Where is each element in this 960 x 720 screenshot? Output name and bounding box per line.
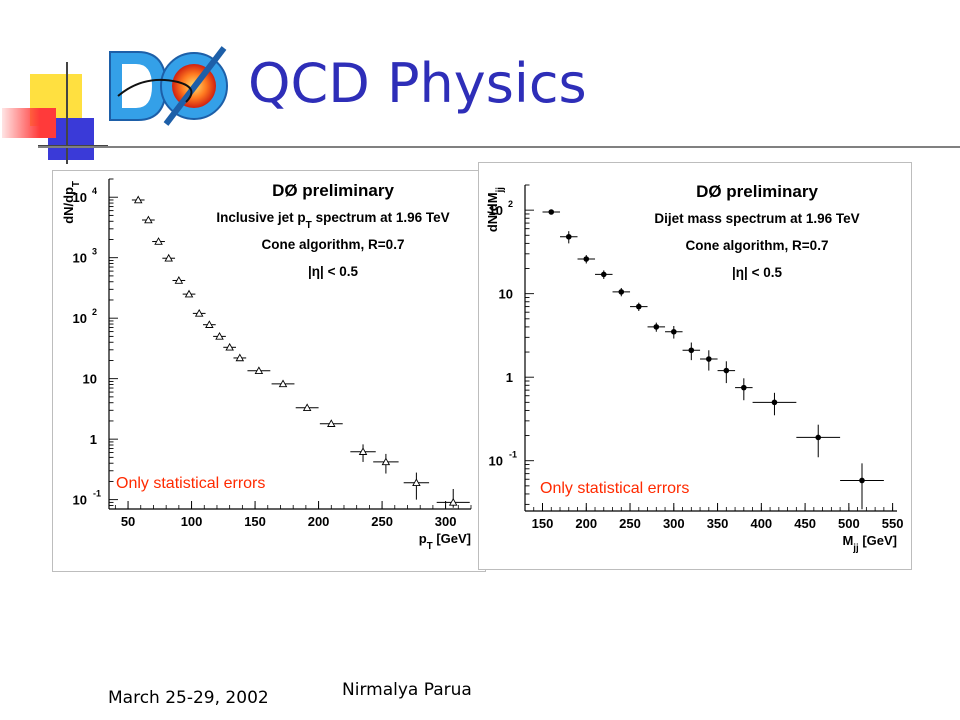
data-point	[184, 289, 194, 298]
x-tick-label: 400	[750, 516, 772, 531]
red-block	[2, 108, 56, 138]
x-axis-label: Mjj [GeV]	[842, 533, 897, 554]
slide-title: QCD Physics	[248, 52, 587, 115]
y-tick-exponent: 3	[92, 247, 97, 257]
y-tick-label: 10	[73, 190, 87, 205]
chart-subtitle: |η| < 0.5	[732, 265, 782, 280]
d0-logo: DØ	[104, 44, 228, 128]
vertical-rule	[66, 62, 68, 164]
y-tick-exponent: -1	[93, 489, 101, 499]
x-tick-label: 350	[707, 516, 729, 531]
x-tick-label: 500	[838, 516, 860, 531]
data-point	[548, 209, 555, 215]
y-tick-exponent: -1	[509, 450, 517, 460]
x-tick-label: 550	[882, 516, 904, 531]
y-axis-label: dN/dpT	[61, 181, 82, 224]
chart-title: DØ preliminary	[696, 182, 818, 201]
y-tick-exponent: 2	[508, 199, 513, 209]
stat-errors-note-right: Only statistical errors	[540, 480, 690, 498]
chart-dijet-mass: 150 200 250 300 350 400 450 500 550 10 -1 1 10 10 2 Mjj…	[485, 182, 904, 554]
data-point	[688, 347, 695, 354]
y-tick-label: 1	[506, 370, 513, 385]
chart-panel-left: 50 100 150 200 250 300 10 -1 1 10 10 2 10 3 10 4 pT [GeV…	[52, 170, 486, 572]
chart-title: DØ preliminary	[272, 181, 394, 200]
y-tick-label: 1	[90, 432, 97, 447]
data-point	[723, 367, 730, 374]
data-point	[412, 478, 421, 487]
y-tick-exponent: 2	[92, 307, 97, 317]
header-divider	[38, 146, 960, 148]
data-point	[671, 328, 677, 335]
data-point	[235, 353, 245, 362]
x-tick-label: 50	[121, 514, 135, 529]
data-point	[653, 324, 660, 330]
data-point	[741, 384, 747, 391]
x-tick-label: 250	[619, 516, 641, 531]
y-tick-label: 10	[73, 251, 87, 266]
x-tick-label: 300	[435, 514, 457, 529]
data-point	[565, 233, 572, 240]
chart-subtitle: Cone algorithm, R=0.7	[262, 237, 405, 252]
x-tick-label: 150	[244, 514, 266, 529]
chart-panel-right: 150 200 250 300 350 400 450 500 550 10 -1 1 10 10 2 Mjj…	[478, 162, 912, 570]
data-point	[381, 457, 391, 466]
data-point	[144, 215, 153, 224]
data-point	[600, 271, 607, 278]
footer-date: March 25-29, 2002	[108, 688, 269, 708]
x-tick-label: 300	[663, 516, 685, 531]
stat-errors-note-left: Only statistical errors	[116, 475, 266, 493]
x-tick-label: 450	[794, 516, 816, 531]
data-point	[302, 403, 312, 412]
chart-subtitle: Dijet mass spectrum at 1.96 TeV	[654, 211, 859, 226]
data-point	[583, 256, 590, 262]
chart-subtitle: |η| < 0.5	[308, 264, 358, 279]
data-point	[194, 308, 204, 317]
x-tick-label: 200	[308, 514, 330, 529]
data-point	[174, 276, 184, 284]
data-point	[215, 331, 224, 340]
d0-logo-graphic	[109, 46, 228, 126]
chart-subtitle: Inclusive jet pT spectrum at 1.96 TeV	[216, 210, 449, 231]
data-point	[225, 342, 234, 351]
y-axis-label: dN/dMjj	[485, 187, 506, 232]
x-tick-label: 250	[371, 514, 393, 529]
y-tick-exponent: 4	[92, 186, 97, 196]
y-tick-label: 10	[489, 203, 503, 218]
data-point	[618, 289, 625, 295]
data-point	[706, 356, 712, 362]
x-tick-label: 100	[181, 514, 203, 529]
data-point	[448, 497, 458, 506]
chart-inclusive-jet-pt: 50 100 150 200 250 300 10 -1 1 10 10 2 10 3 10 4 pT [GeV…	[61, 178, 472, 552]
data-point	[327, 419, 336, 427]
data-point	[815, 434, 822, 441]
data-point	[154, 237, 163, 245]
corner-decoration	[0, 0, 110, 170]
x-axis-label: pT [GeV]	[419, 531, 471, 552]
x-tick-label: 150	[532, 516, 554, 531]
y-tick-label: 10	[73, 311, 87, 326]
data-point	[278, 379, 288, 388]
y-tick-label: 10	[73, 493, 87, 508]
data-point	[635, 303, 642, 310]
y-tick-label: 10	[499, 287, 513, 302]
x-tick-label: 200	[575, 516, 597, 531]
data-point	[164, 253, 173, 262]
data-point	[133, 195, 143, 204]
y-tick-label: 10	[83, 372, 97, 387]
chart-subtitle: Cone algorithm, R=0.7	[686, 238, 829, 253]
data-point	[254, 366, 264, 375]
data-point	[771, 399, 778, 406]
data-point	[859, 477, 865, 484]
data-point	[205, 320, 214, 328]
y-tick-label: 10	[489, 454, 503, 469]
footer-author: Nirmalya Parua	[342, 680, 472, 700]
data-point	[358, 447, 368, 455]
